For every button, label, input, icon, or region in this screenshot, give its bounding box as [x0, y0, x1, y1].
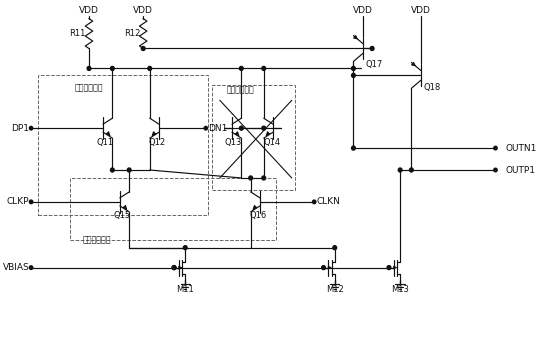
Circle shape [183, 246, 187, 250]
Circle shape [172, 266, 176, 270]
Text: OUTP1: OUTP1 [506, 165, 536, 175]
Circle shape [313, 200, 316, 204]
Circle shape [262, 126, 266, 130]
Circle shape [141, 46, 145, 50]
Text: OUTN1: OUTN1 [506, 144, 537, 152]
Text: CLKP: CLKP [6, 197, 29, 206]
Text: M12: M12 [326, 285, 344, 294]
Text: Q13: Q13 [225, 138, 241, 147]
Text: Q18: Q18 [424, 83, 441, 92]
Circle shape [410, 168, 413, 172]
Text: M11: M11 [176, 285, 194, 294]
Text: Q15: Q15 [113, 211, 130, 220]
Circle shape [370, 46, 374, 50]
Text: VBIAS: VBIAS [3, 263, 29, 272]
Circle shape [352, 146, 355, 150]
Circle shape [204, 127, 208, 130]
Text: VDD: VDD [133, 6, 153, 15]
Text: Q17: Q17 [366, 60, 383, 69]
Text: 时钟开关电路: 时钟开关电路 [82, 235, 111, 244]
Text: VDD: VDD [411, 6, 431, 15]
Circle shape [148, 66, 151, 70]
Text: CLKN: CLKN [316, 197, 340, 206]
Circle shape [352, 73, 355, 77]
Circle shape [494, 168, 497, 172]
Text: DP1: DP1 [11, 124, 29, 133]
Circle shape [29, 127, 33, 130]
Circle shape [333, 246, 337, 250]
Text: Q11: Q11 [96, 138, 114, 147]
Text: R11: R11 [70, 29, 86, 38]
Text: DN1: DN1 [208, 124, 227, 133]
Text: M13: M13 [391, 285, 409, 294]
Circle shape [240, 126, 243, 130]
Circle shape [87, 66, 91, 70]
Circle shape [262, 176, 266, 180]
Circle shape [29, 266, 33, 269]
Text: VDD: VDD [79, 6, 99, 15]
Circle shape [249, 176, 253, 180]
Circle shape [494, 146, 497, 150]
Circle shape [240, 66, 243, 70]
Bar [70, 178, 276, 240]
Text: Q12: Q12 [149, 138, 166, 147]
Circle shape [172, 266, 176, 270]
Circle shape [127, 168, 131, 172]
Circle shape [398, 168, 402, 172]
Bar [38, 75, 208, 215]
Text: 数频寄存电路: 数频寄存电路 [226, 86, 254, 95]
Text: 数据输入电路: 数据输入电路 [75, 84, 103, 93]
Text: VDD: VDD [353, 6, 373, 15]
Bar [212, 85, 294, 190]
Text: Q14: Q14 [263, 138, 281, 147]
Circle shape [110, 66, 114, 70]
Text: Q16: Q16 [249, 211, 267, 220]
Circle shape [387, 266, 391, 270]
Circle shape [29, 200, 33, 204]
Circle shape [322, 266, 325, 270]
Circle shape [110, 168, 114, 172]
Circle shape [262, 66, 266, 70]
Text: R12: R12 [124, 29, 140, 38]
Circle shape [352, 66, 355, 70]
